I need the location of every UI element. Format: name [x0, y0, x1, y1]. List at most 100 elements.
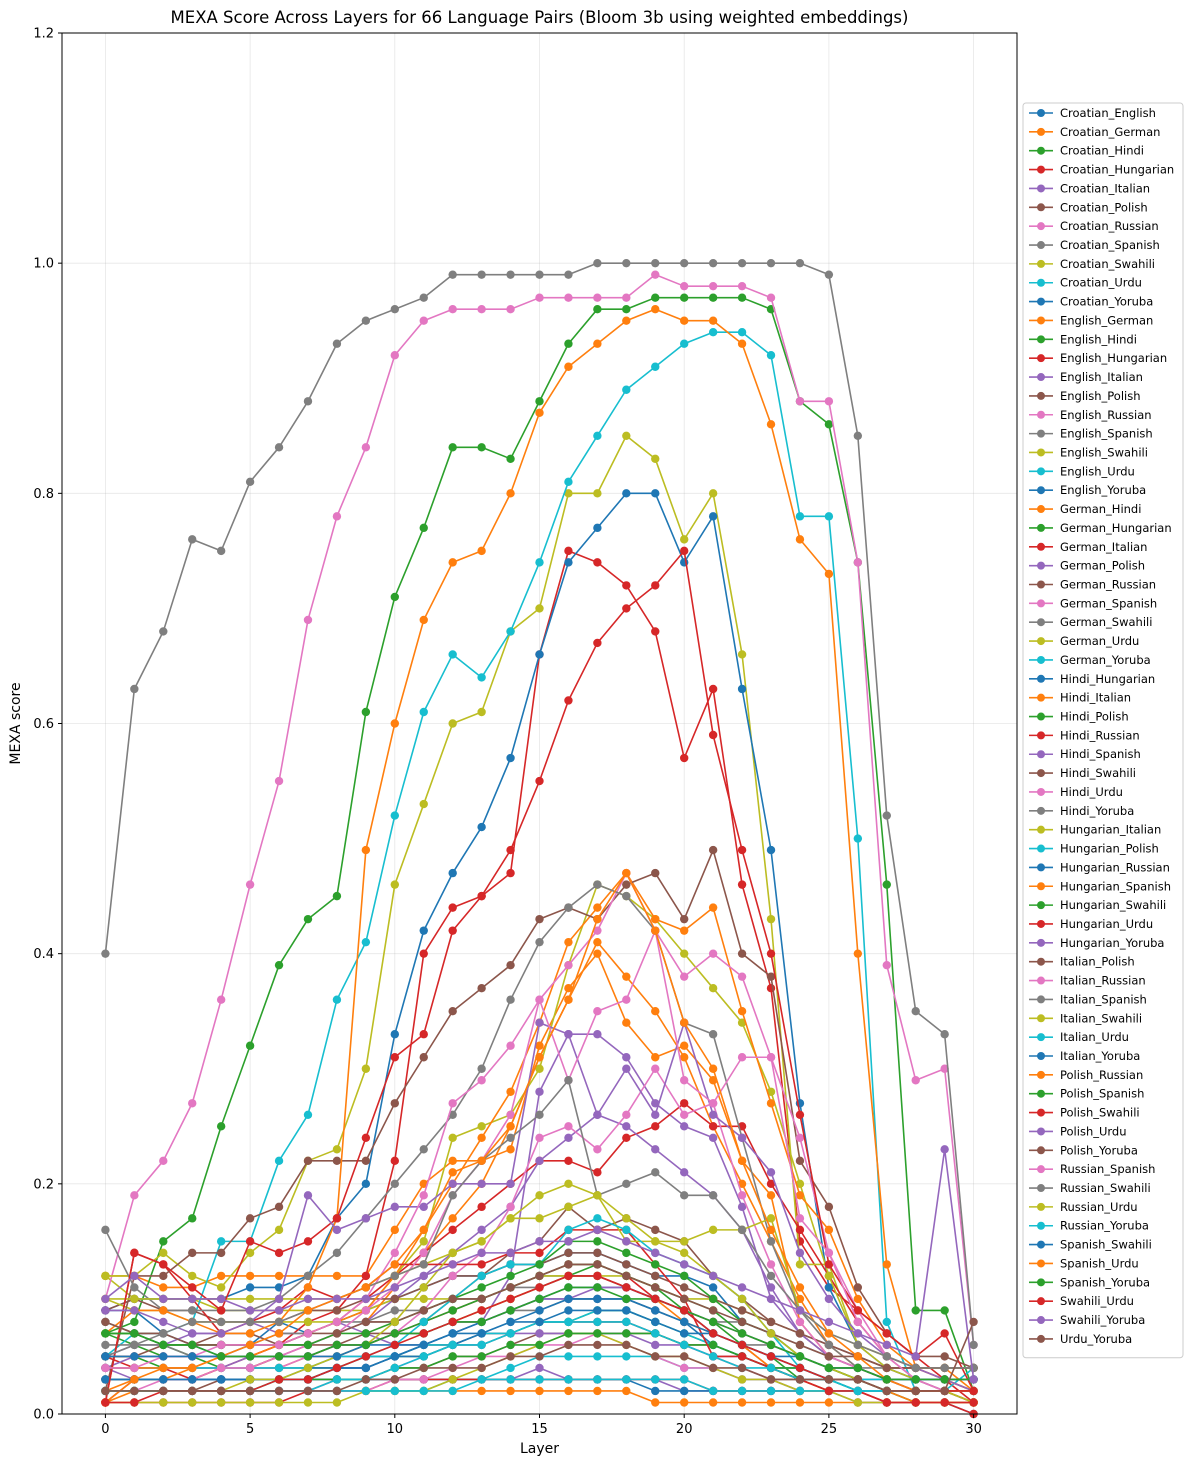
- data-point: [390, 1317, 400, 1327]
- data-point: [795, 258, 805, 268]
- data-point: [969, 1317, 978, 1327]
- data-point: [824, 569, 834, 579]
- legend-item: German_Hungarian: [1029, 521, 1172, 535]
- legend-label: Hungarian_Russian: [1060, 860, 1170, 874]
- data-point: [303, 914, 313, 924]
- data-point: [535, 650, 544, 659]
- data-point: [130, 1375, 139, 1384]
- data-point: [882, 1317, 891, 1327]
- data-point: [766, 1340, 776, 1350]
- data-point: [766, 1260, 776, 1269]
- legend-item: Hindi_Yoruba: [1029, 804, 1134, 818]
- data-point: [390, 1352, 400, 1361]
- data-point: [593, 1306, 602, 1315]
- data-point: [448, 1317, 457, 1327]
- legend-marker: [1037, 410, 1045, 419]
- data-point: [853, 558, 863, 567]
- data-point: [448, 1329, 457, 1338]
- legend-marker: [1037, 297, 1045, 306]
- data-point: [911, 1375, 920, 1384]
- data-point: [506, 1145, 515, 1154]
- data-point: [622, 604, 631, 613]
- data-point: [448, 903, 457, 912]
- data-point: [303, 1306, 313, 1315]
- data-point: [824, 420, 834, 429]
- data-point: [737, 1156, 747, 1166]
- data-point: [737, 1375, 747, 1384]
- data-point: [477, 443, 486, 452]
- data-point: [535, 1237, 544, 1246]
- legend-marker: [1037, 1108, 1045, 1117]
- legend-label: English_Yoruba: [1060, 483, 1146, 497]
- data-point: [651, 489, 660, 498]
- data-point: [332, 1363, 342, 1373]
- legend-item: English_German: [1029, 313, 1153, 327]
- data-point: [708, 1064, 718, 1073]
- data-point: [679, 258, 689, 268]
- legend-item: Polish_Swahili: [1029, 1106, 1140, 1120]
- data-point: [361, 1317, 371, 1327]
- data-point: [795, 1248, 805, 1258]
- data-point: [651, 1283, 660, 1292]
- legend-label: Croatian_German: [1060, 125, 1160, 139]
- legend-marker: [1037, 203, 1045, 212]
- legend-marker: [1037, 1259, 1045, 1268]
- data-point: [651, 1329, 660, 1338]
- data-point: [622, 1248, 631, 1258]
- data-point: [477, 1386, 486, 1396]
- data-point: [448, 1271, 457, 1281]
- data-point: [824, 1202, 834, 1212]
- data-point: [216, 1386, 226, 1396]
- data-point: [708, 316, 718, 325]
- data-point: [506, 1375, 515, 1384]
- data-point: [332, 1306, 342, 1315]
- data-point: [361, 1375, 371, 1384]
- legend-item: Italian_Polish: [1029, 955, 1135, 969]
- data-point: [679, 1329, 689, 1338]
- data-point: [245, 1317, 255, 1327]
- data-point: [824, 1283, 834, 1292]
- data-point: [535, 1294, 544, 1304]
- data-point: [795, 1283, 805, 1292]
- data-point: [564, 1202, 573, 1212]
- legend-label: English_Polish: [1060, 389, 1141, 403]
- data-point: [708, 949, 718, 958]
- legend-marker: [1037, 1278, 1045, 1287]
- legend-label: Russian_Swahili: [1060, 1181, 1151, 1195]
- data-point: [737, 1294, 747, 1304]
- legend-label: Hindi_Urdu: [1060, 785, 1123, 799]
- legend-label: Croatian_Polish: [1060, 200, 1148, 214]
- data-point: [448, 1375, 457, 1384]
- data-point: [708, 1363, 718, 1373]
- data-point: [593, 305, 602, 314]
- data-point: [824, 1294, 834, 1304]
- data-point: [216, 1283, 226, 1292]
- legend-marker: [1037, 844, 1045, 853]
- data-point: [188, 1248, 197, 1258]
- data-point: [188, 1398, 197, 1407]
- data-point: [622, 1225, 631, 1235]
- data-point: [824, 1363, 834, 1373]
- data-point: [651, 1099, 660, 1108]
- data-point: [622, 489, 631, 498]
- legend-item: Hindi_Polish: [1029, 710, 1129, 724]
- data-point: [766, 1179, 776, 1189]
- data-point: [274, 776, 284, 786]
- data-point: [795, 1363, 805, 1373]
- data-point: [679, 914, 689, 924]
- data-point: [651, 1271, 660, 1281]
- legend-marker: [1037, 505, 1045, 514]
- data-point: [188, 1386, 197, 1396]
- data-point: [940, 1030, 949, 1039]
- data-point: [332, 891, 342, 901]
- data-point: [419, 615, 428, 625]
- legend-item: Italian_Yoruba: [1029, 1049, 1140, 1063]
- data-point: [564, 1317, 573, 1327]
- data-point: [737, 1386, 747, 1396]
- data-point: [159, 1375, 168, 1384]
- data-point: [593, 1340, 602, 1350]
- data-point: [564, 1225, 573, 1235]
- data-point: [708, 730, 718, 740]
- series-Swahili_Yoruba: [101, 1145, 978, 1384]
